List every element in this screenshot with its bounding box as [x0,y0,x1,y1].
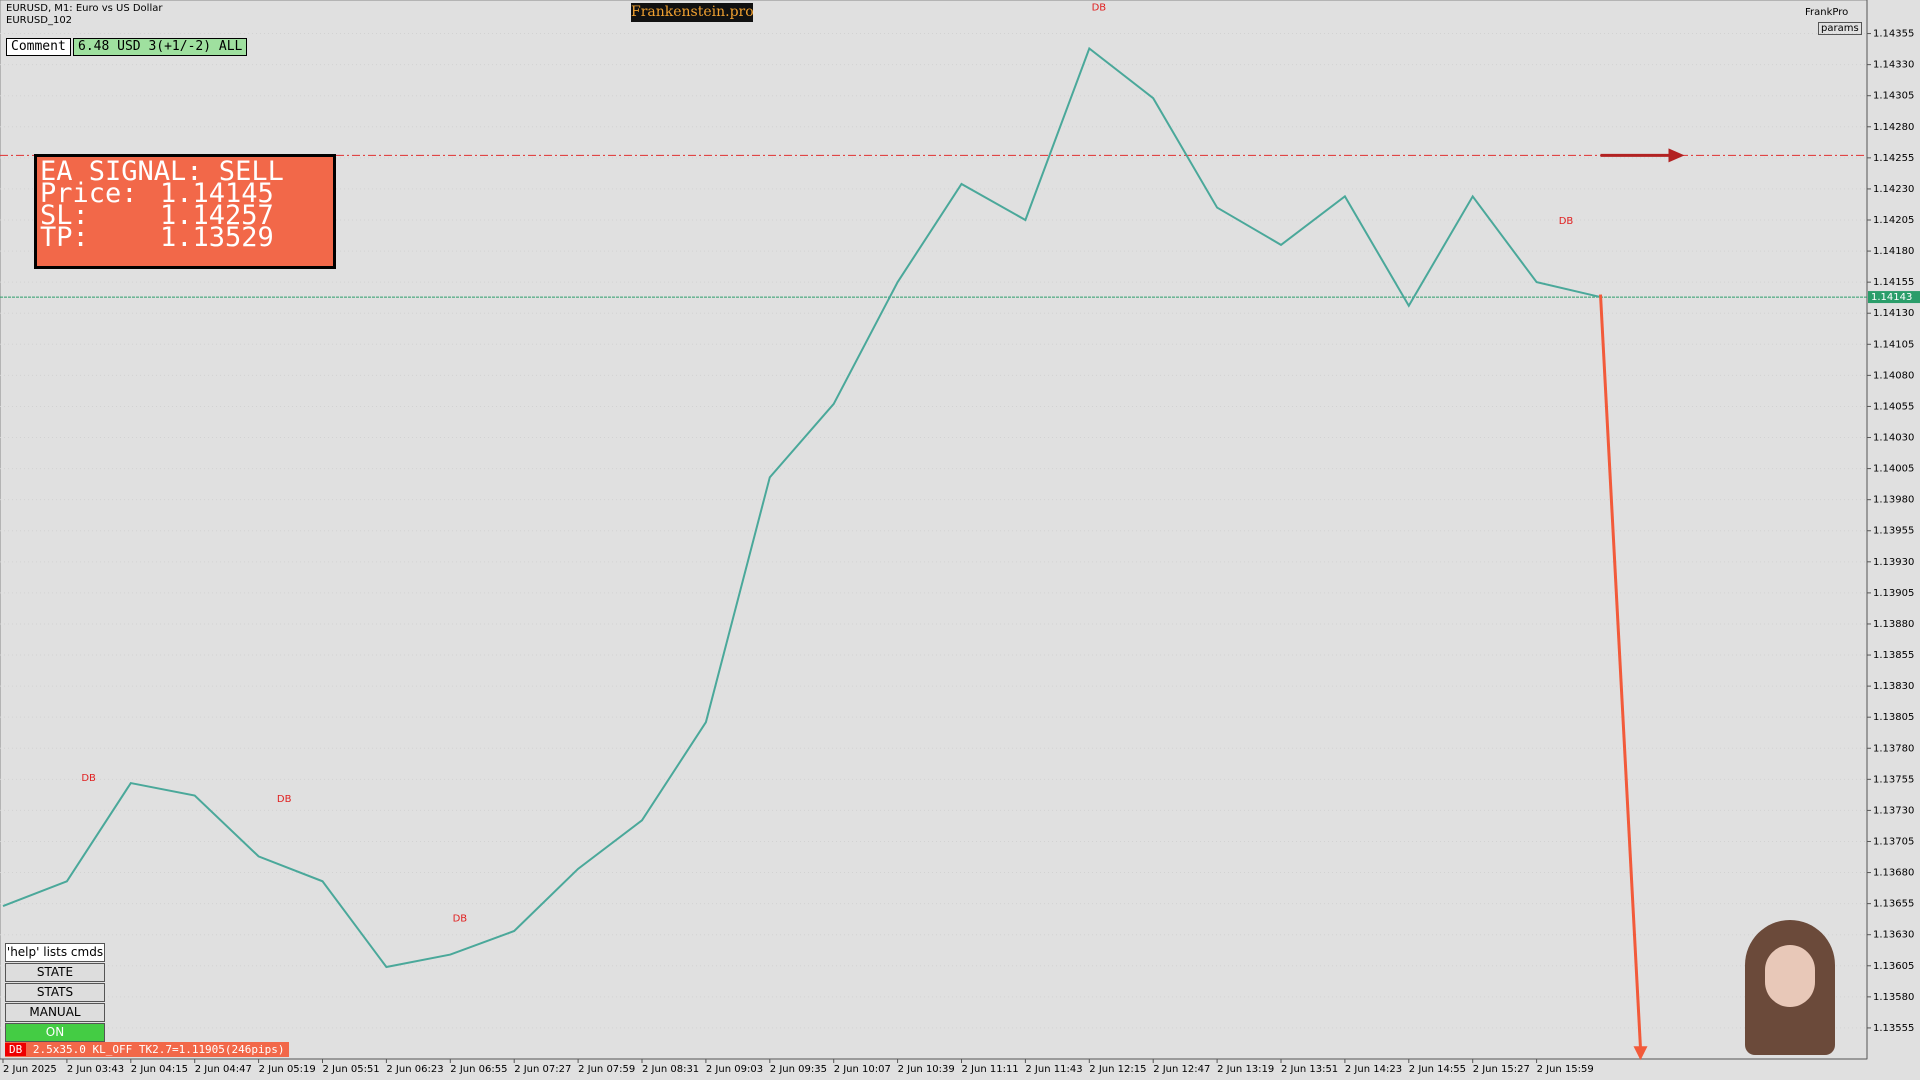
x-tick-label: 2 Jun 09:03 [706,1064,763,1075]
x-tick-label: 2 Jun 03:43 [67,1064,124,1075]
manual-button[interactable]: MANUAL [5,1003,105,1022]
x-tick-label: 2 Jun 05:51 [323,1064,380,1075]
x-tick-label: 2 Jun 12:15 [1089,1064,1146,1075]
pattern-label: DB [81,773,96,784]
y-tick-label: 1.13905 [1873,588,1914,599]
y-tick-label: 1.13880 [1873,619,1914,630]
state-button[interactable]: STATE [5,963,105,982]
avatar-face [1765,945,1815,1007]
y-tick-label: 1.13930 [1873,557,1914,568]
label: TP: [40,222,89,253]
x-tick-label: 2 Jun 10:39 [898,1064,955,1075]
y-tick-label: 1.14355 [1873,29,1914,40]
x-tick-label: 2 Jun 07:27 [514,1064,571,1075]
value: 1.14145 [160,178,274,209]
label: SL: [40,200,89,231]
y-tick-label: 1.13655 [1873,899,1914,910]
x-tick-label: 2 Jun 07:59 [578,1064,635,1075]
params-button[interactable]: params [1818,22,1862,35]
x-tick-label: 2 Jun 10:07 [834,1064,891,1075]
y-tick-label: 1.13730 [1873,805,1914,816]
signal-row: Price: 1.14145 [40,178,330,209]
x-tick-label: 2 Jun 04:47 [195,1064,252,1075]
signal-row: TP: 1.13529 [40,222,330,253]
price-tag [1868,291,1920,304]
value: 1.14257 [160,200,274,231]
signal-box: EA SIGNAL: SELL Price: 1.14145 SL: 1.14257… [34,154,336,269]
x-tick-label: 2 Jun 13:51 [1281,1064,1338,1075]
y-tick-label: 1.13805 [1873,712,1914,723]
price-line [2,46,1601,969]
y-tick-label: 1.14255 [1873,153,1914,164]
comment-label: Comment [6,38,71,56]
symbol: EURUSD, M1: Euro vs US Dollar [6,3,163,14]
tp-arrow [1599,294,1642,1049]
status-bar: DB 2.5x35.0 KL_OFF TK2.7=1.11905(246pips… [5,1042,289,1057]
x-tick-label: 2 Jun 04:15 [131,1064,188,1075]
y-tick-label: 1.13980 [1873,495,1914,506]
y-tick-label: 1.13555 [1873,1023,1914,1034]
y-tick-label: 1.14205 [1873,215,1914,226]
stats-button[interactable]: STATS [5,983,105,1002]
x-tick-label: 2 Jun 15:59 [1537,1064,1594,1075]
pattern-label: DB [453,914,468,925]
x-tick-label: 2 Jun 05:19 [259,1064,316,1075]
tp-arrowhead [1633,1046,1648,1061]
on-button[interactable]: ON [5,1023,105,1042]
x-tick-label: 2 Jun 08:31 [642,1064,699,1075]
x-tick-label: 2 Jun 06:23 [386,1064,443,1075]
pattern-label: DB [1092,2,1107,13]
price-tag-label: 1.14143 [1871,292,1912,303]
x-tick-label: 2 Jun 13:19 [1217,1064,1274,1075]
x-tick-label: 2 Jun 11:43 [1025,1064,1082,1075]
y-tick-label: 1.14180 [1873,246,1914,257]
y-tick-label: 1.14130 [1873,308,1914,319]
y-tick-label: 1.13680 [1873,868,1914,879]
user: FrankPro [1805,7,1849,18]
y-tick-label: 1.14105 [1873,339,1914,350]
y-tick-label: 1.14330 [1873,60,1914,71]
y-tick-label: 1.13830 [1873,681,1914,692]
brand: Frankenstein.pro [631,3,754,22]
label: Price: [40,178,138,209]
x-tick-label: 2 Jun 06:55 [450,1064,507,1075]
y-tick-label: 1.13705 [1873,836,1914,847]
signal-row: SL: 1.14257 [40,200,330,231]
y-tick-label: 1.14305 [1873,91,1914,102]
y-tick-label: 1.14280 [1873,122,1914,133]
x-tick-label: 2 Jun 14:55 [1409,1064,1466,1075]
y-tick-label: 1.13955 [1873,526,1914,537]
account: EURUSD_102 [6,15,73,26]
y-tick-label: 1.13855 [1873,650,1914,661]
y-tick-label: 1.13630 [1873,930,1914,941]
x-tick-label: 2 Jun 15:27 [1473,1064,1530,1075]
y-tick-label: 1.13580 [1873,992,1914,1003]
y-tick-label: 1.14080 [1873,370,1914,381]
status-tag: DB [5,1043,27,1056]
x-tick-label: 2 Jun 14:23 [1345,1064,1402,1075]
y-tick-label: 1.13780 [1873,743,1914,754]
x-tick-label: 2 Jun 12:47 [1153,1064,1210,1075]
y-tick-label: 1.14030 [1873,433,1914,444]
x-tick-label: 2 Jun 11:11 [962,1064,1019,1075]
x-tick-label: 2 Jun 09:35 [770,1064,827,1075]
help-button[interactable]: 'help' lists cmds [5,943,105,962]
y-tick-label: 1.14005 [1873,464,1914,475]
sl-arrowhead [1668,148,1685,163]
y-tick-label: 1.13755 [1873,774,1914,785]
status-text: 2.5x35.0 KL_OFF TK2.7=1.11905(246pips) [32,1043,285,1056]
x-tick-label: 2 Jun 2025 [3,1064,57,1075]
pattern-label: DB [277,794,292,805]
y-tick-label: 1.14055 [1873,401,1914,412]
signal-title: EA SIGNAL: SELL [40,156,284,187]
y-tick-label: 1.13605 [1873,961,1914,972]
y-tick-label: 1.14155 [1873,277,1914,288]
y-tick-label: 1.14230 [1873,184,1914,195]
value: 1.13529 [160,222,274,253]
pattern-label: DB [1559,216,1574,227]
comment-value: 6.48 USD 3(+1/-2) ALL [73,38,248,56]
